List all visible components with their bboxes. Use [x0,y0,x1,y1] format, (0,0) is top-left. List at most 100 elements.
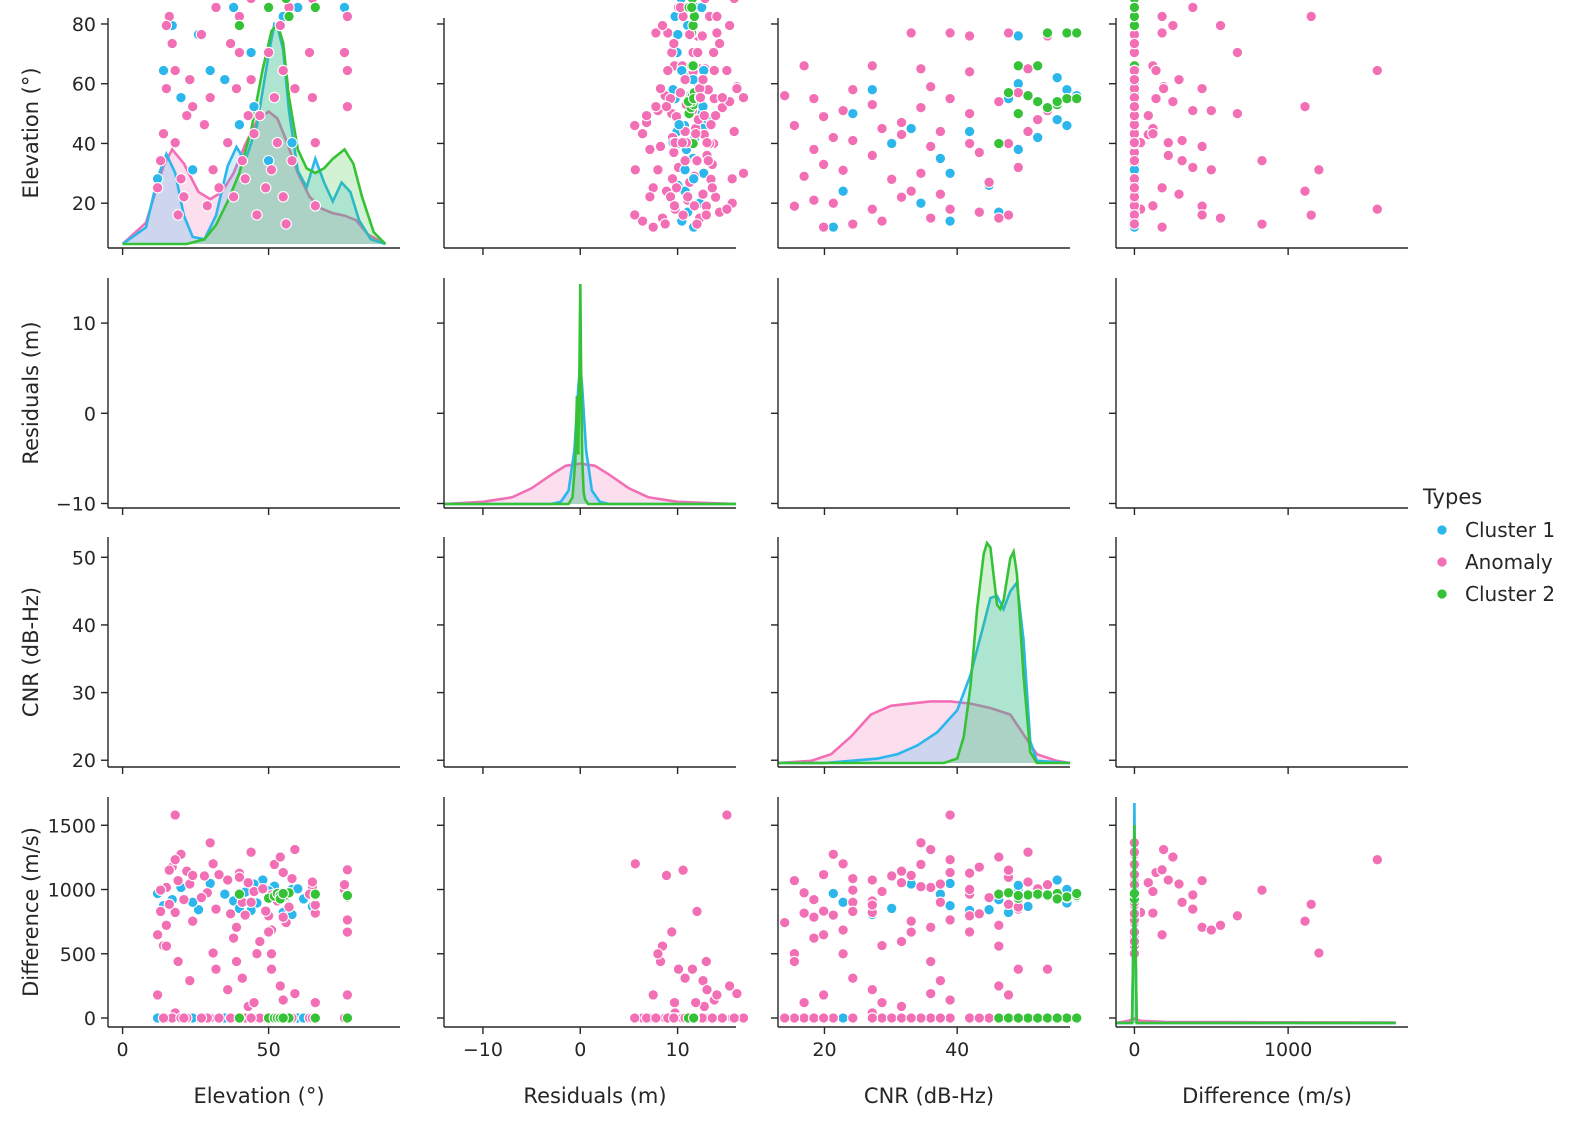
point-anomaly-32 [652,164,664,176]
point-anomaly-26 [827,1012,840,1024]
point-anomaly-5 [1256,218,1268,230]
point-anomaly-15 [737,167,750,180]
point-anomaly-6 [1305,209,1317,221]
point-anomaly-13 [697,73,709,86]
point-anomaly-9 [172,955,184,968]
point-anomaly-18 [672,963,685,975]
point-cluster-2-10 [1041,889,1054,901]
point-anomaly-40 [659,218,671,230]
point-anomaly-53 [341,914,354,926]
panel-residuals-vs-cnr [437,537,1083,960]
point-anomaly-17 [885,1012,898,1024]
panel-residuals-vs-difference: −10 0 10 [437,797,1083,1061]
point-anomaly-13 [697,188,709,200]
point-anomaly-24 [1196,82,1208,95]
kde-fill-cnr-cluster-2 [778,543,1070,763]
y-tick-label: 1000 [48,880,96,902]
point-anomaly-36 [670,182,683,194]
x-axis-label-difference: Difference (m/s) [1182,1084,1352,1108]
point-anomaly-17 [705,118,717,131]
point-anomaly-39 [686,963,699,975]
point-anomaly-13 [1173,73,1185,86]
point-anomaly-0 [924,212,937,224]
point-anomaly-41 [286,872,298,885]
point-anomaly-14 [160,919,173,932]
legend-label-anomaly: Anomaly [1465,550,1553,574]
point-anomaly-17 [198,870,211,882]
legend: Types Cluster 1 Anomaly Cluster 2 [1422,485,1555,606]
point-anomaly-50 [1156,10,1168,23]
point-anomaly-18 [210,963,222,975]
point-anomaly-18 [210,903,222,915]
point-anomaly-23 [242,876,254,889]
point-anomaly-29 [1002,137,1015,150]
point-anomaly-43 [731,82,743,95]
point-anomaly-27 [876,122,888,135]
point-anomaly-24 [230,921,243,934]
point-anomaly-13 [934,878,947,890]
point-anomaly-47 [303,46,316,59]
point-anomaly-30 [1231,107,1244,120]
point-cluster-1-13 [245,46,257,59]
point-anomaly-57 [983,176,995,189]
point-anomaly-9 [1196,874,1208,887]
point-anomaly-16 [629,164,642,176]
point-anomaly-13 [934,974,947,987]
point-anomaly-9 [788,874,801,887]
point-cluster-1-23 [1051,71,1063,84]
point-anomaly-3 [647,989,659,1001]
point-cluster-2-9 [687,60,699,72]
point-anomaly-59 [973,146,986,159]
y-tick-label: 500 [60,944,96,966]
point-anomaly-11 [944,809,956,821]
point-anomaly-43 [924,987,937,1000]
point-anomaly-24 [654,82,667,95]
point-anomaly-20 [808,932,820,944]
y-tick-label: 60 [72,74,96,96]
point-anomaly-8 [905,869,917,882]
point-anomaly-52 [691,46,704,59]
point-anomaly-41 [286,154,298,167]
point-cluster-1-0 [157,64,170,77]
point-anomaly-36 [817,905,830,917]
point-anomaly-59 [973,908,986,920]
point-anomaly-9 [788,955,801,968]
point-anomaly-40 [1128,218,1141,230]
point-anomaly-46 [1147,200,1159,212]
point-anomaly-46 [309,200,322,212]
point-anomaly-12 [808,194,820,206]
point-anomaly-14 [1214,919,1227,932]
point-anomaly-14 [160,940,173,952]
point-anomaly-40 [778,1012,791,1024]
point-anomaly-34 [271,136,284,149]
point-anomaly-22 [679,972,691,984]
point-anomaly-32 [837,924,849,936]
point-anomaly-0 [924,1012,937,1024]
point-anomaly-20 [644,191,656,203]
point-cluster-1-3 [227,1,240,14]
point-anomaly-32 [265,948,278,960]
point-anomaly-3 [817,989,830,1001]
point-anomaly-43 [924,80,937,93]
point-anomaly-12 [178,191,190,203]
x-tick-label: 0 [117,1039,129,1061]
point-cluster-2-9 [1031,888,1044,900]
point-anomaly-36 [259,905,272,917]
point-anomaly-7 [827,848,840,861]
point-anomaly-4 [713,37,726,50]
point-anomaly-24 [924,921,937,934]
point-anomaly-52 [963,1012,976,1024]
point-anomaly-16 [1313,947,1325,959]
point-anomaly-28 [251,947,263,960]
point-anomaly-5 [691,218,703,230]
point-cluster-1-10 [687,173,700,185]
y-tick-label: 10 [72,313,96,335]
point-anomaly-42 [1012,86,1025,99]
point-anomaly-15 [915,837,927,849]
point-cluster-1-17 [885,902,898,915]
point-anomaly-22 [1176,154,1188,167]
point-anomaly-56 [221,874,234,886]
point-cluster-2-11 [1061,891,1073,903]
point-anomaly-24 [924,955,937,968]
point-anomaly-25 [728,0,740,5]
